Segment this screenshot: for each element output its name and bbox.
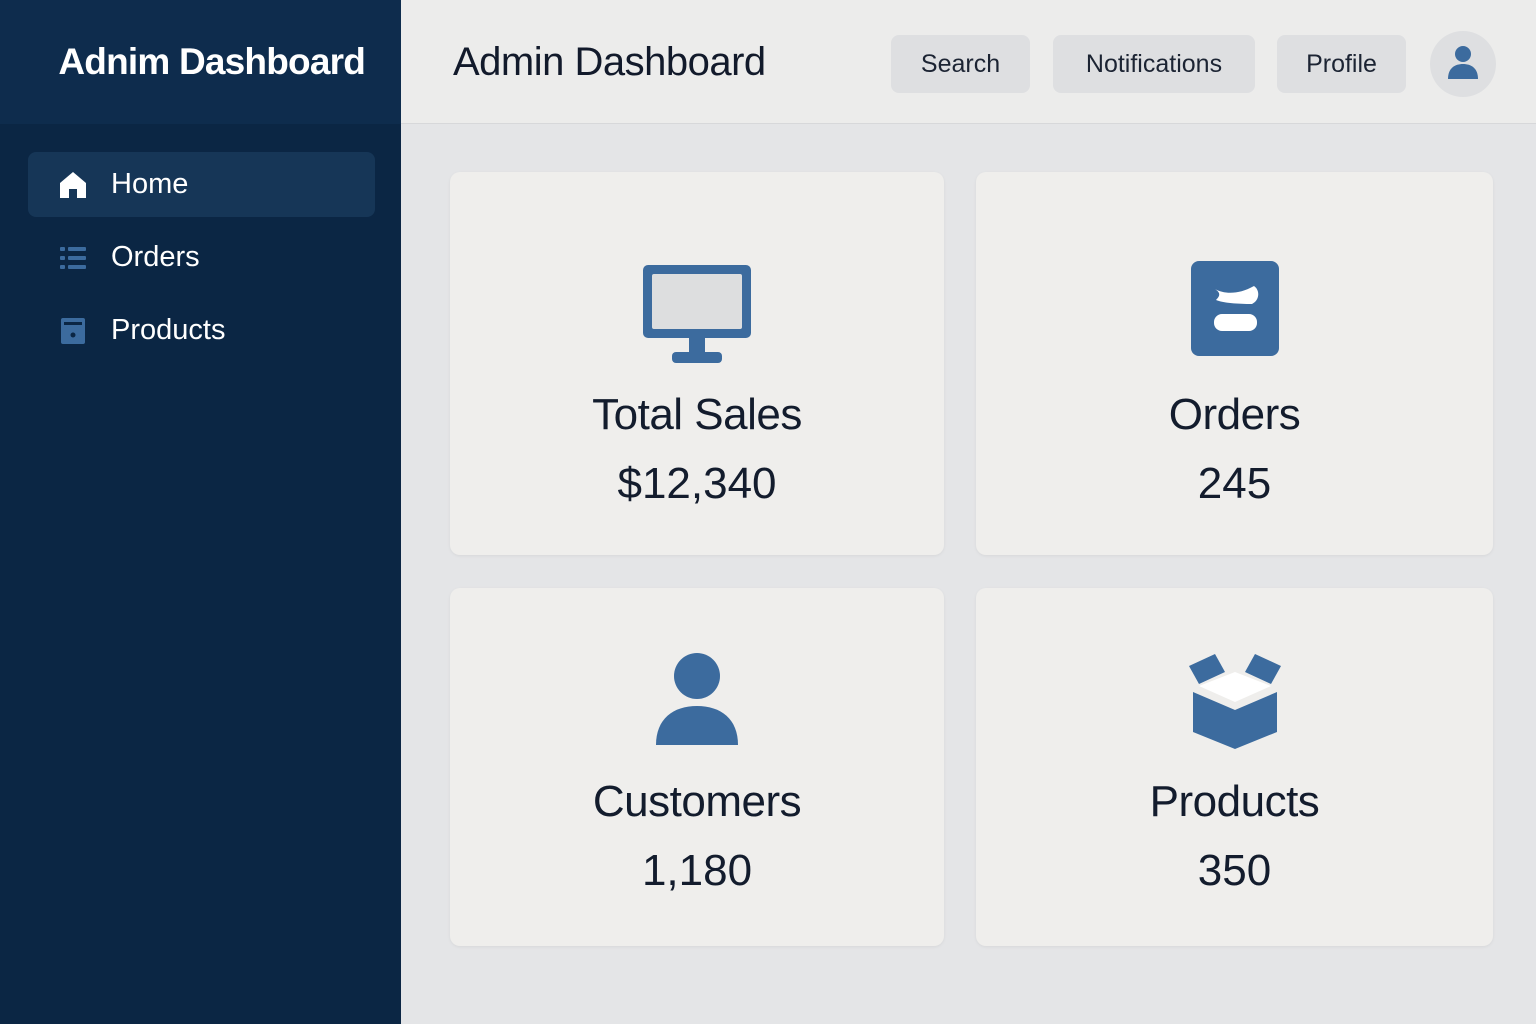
card-value: 245 bbox=[1197, 459, 1272, 508]
notifications-button[interactable]: Notifications bbox=[1053, 35, 1255, 93]
search-button[interactable]: Search bbox=[891, 35, 1030, 93]
sidebar-brand: Adnim Dashboard bbox=[0, 0, 401, 124]
brand-title: Adnim Dashboard bbox=[58, 41, 365, 82]
sidebar-nav: Home Orders bbox=[0, 124, 401, 363]
card-title: Customers bbox=[592, 777, 802, 826]
sidebar-item-home[interactable]: Home bbox=[28, 152, 375, 217]
stat-card-products[interactable]: Products 350 bbox=[976, 588, 1493, 946]
home-icon bbox=[56, 168, 90, 202]
sidebar-item-orders[interactable]: Orders bbox=[28, 225, 375, 290]
sidebar-item-label: Home bbox=[111, 168, 189, 200]
avatar[interactable] bbox=[1430, 31, 1496, 97]
stat-card-orders[interactable]: Orders 245 bbox=[976, 172, 1493, 555]
card-value: 1,180 bbox=[641, 846, 753, 895]
monitor-icon bbox=[642, 264, 752, 371]
top-header: Admin Dashboard Search Notifications Pro… bbox=[401, 0, 1536, 124]
stat-card-customers[interactable]: Customers 1,180 bbox=[450, 588, 944, 946]
box-icon bbox=[1185, 652, 1285, 755]
sidebar: Adnim Dashboard Home bbox=[0, 0, 401, 1024]
sidebar-item-products[interactable]: Products bbox=[28, 298, 375, 363]
card-title: Products bbox=[1149, 777, 1320, 826]
card-title: Total Sales bbox=[592, 390, 802, 439]
orders-icon bbox=[1190, 260, 1280, 362]
user-icon bbox=[655, 652, 739, 751]
list-icon bbox=[56, 241, 90, 275]
user-icon bbox=[1446, 44, 1480, 85]
sidebar-item-label: Orders bbox=[111, 241, 200, 273]
card-title: Orders bbox=[1168, 390, 1301, 439]
card-value: 350 bbox=[1197, 846, 1272, 895]
profile-button[interactable]: Profile bbox=[1277, 35, 1406, 93]
stat-card-total-sales[interactable]: Total Sales $12,340 bbox=[450, 172, 944, 555]
sidebar-item-label: Products bbox=[111, 314, 226, 346]
card-value: $12,340 bbox=[617, 459, 777, 508]
page-title: Admin Dashboard bbox=[453, 40, 766, 84]
archive-icon bbox=[56, 314, 90, 348]
